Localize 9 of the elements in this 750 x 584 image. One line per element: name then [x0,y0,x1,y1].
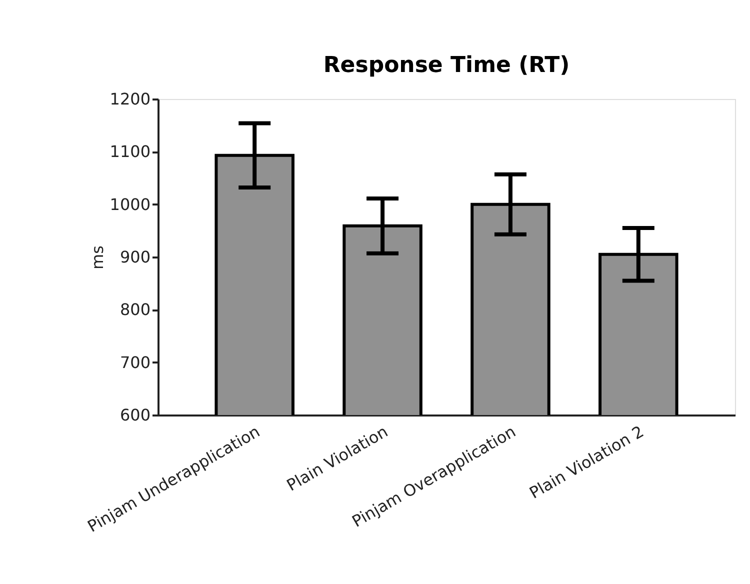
y-tick-label: 1100 [110,142,150,162]
y-tick-label: 1000 [110,194,150,214]
y-tick-label: 800 [120,300,150,320]
y-tick-label: 1200 [110,90,150,108]
y-axis-title: ms [88,246,107,270]
y-tick-label: 700 [120,352,150,372]
chart-title: Response Time (RT) [323,53,570,78]
y-tick-label: 900 [120,248,150,266]
y-tick-label: 600 [120,406,150,424]
